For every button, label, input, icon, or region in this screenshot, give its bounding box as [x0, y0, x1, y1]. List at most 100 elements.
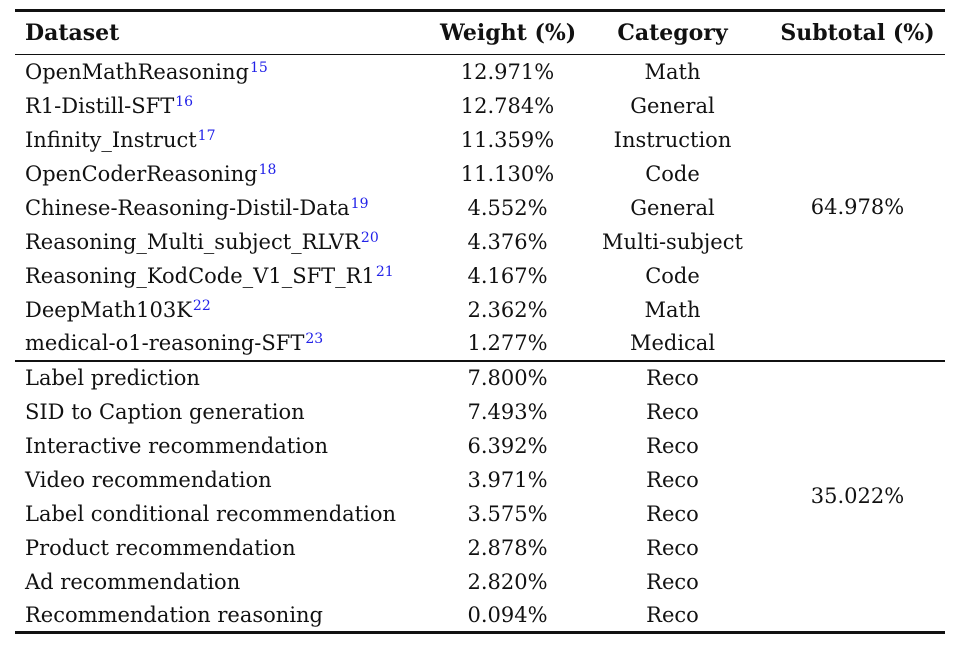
table-row: Ad recommendation 2.820% Reco — [15, 565, 945, 599]
footnote-ref-link[interactable]: 19 — [350, 195, 369, 212]
dataset-name: Label conditional recommendation — [25, 501, 396, 526]
dataset-name: Reasoning_Multi_subject_RLVR — [25, 229, 360, 254]
dataset-cell: Reasoning_KodCode_V1_SFT_R121 — [15, 259, 440, 293]
category-value: Reco — [646, 467, 699, 492]
footnote-ref-link[interactable]: 15 — [250, 59, 268, 76]
category-value: Reco — [646, 602, 699, 627]
dataset-cell: DeepMath103K22 — [15, 293, 440, 327]
dataset-cell: R1-Distill-SFT16 — [15, 89, 440, 123]
category-value: Math — [644, 297, 701, 322]
dataset-name: OpenCoderReasoning — [25, 161, 258, 186]
footnote-ref-link[interactable]: 21 — [375, 263, 394, 280]
dataset-name: SID to Caption generation — [25, 399, 305, 424]
table-row: Video recommendation 3.971% Reco — [15, 463, 945, 497]
footnote-ref-link[interactable]: 16 — [175, 93, 194, 110]
dataset-name: Recommendation reasoning — [25, 602, 323, 627]
category-value: Multi-subject — [602, 229, 743, 254]
footnote-ref-link[interactable]: 17 — [197, 127, 216, 144]
subtotal-value: 35.022% — [810, 484, 905, 509]
dataset-name: Chinese-Reasoning-Distil-Data — [25, 195, 350, 220]
dataset-cell: Label prediction — [15, 361, 440, 395]
category-value: Reco — [646, 569, 699, 594]
table-row: OpenMathReasoning15 12.971% Math 64.978% — [15, 55, 945, 220]
table-row: DeepMath103K22 2.362% Math — [15, 293, 945, 327]
dataset-cell: Label conditional recommendation — [15, 497, 440, 531]
weight-value: 6.392% — [467, 433, 548, 458]
dataset-cell: Reasoning_Multi_subject_RLVR20 — [15, 225, 440, 259]
weight-value: 12.971% — [460, 59, 555, 84]
dataset-name: R1-Distill-SFT — [25, 93, 175, 118]
table-row: R1-Distill-SFT16 12.784% General — [15, 89, 945, 123]
category-value: Reco — [646, 501, 699, 526]
dataset-cell: Chinese-Reasoning-Distil-Data19 — [15, 191, 440, 225]
dataset-name: Reasoning_KodCode_V1_SFT_R1 — [25, 263, 375, 288]
dataset-name: Label prediction — [25, 366, 200, 390]
weight-value: 4.552% — [467, 195, 548, 220]
table-row: OpenCoderReasoning18 11.130% Code — [15, 157, 945, 191]
category-value: Medical — [629, 331, 716, 355]
category-value: Math — [644, 59, 701, 84]
table-row: medical-o1-reasoning-SFT23 1.277% Medica… — [15, 327, 945, 361]
dataset-name: Ad recommendation — [25, 569, 241, 594]
column-header-category: Category — [617, 20, 728, 46]
dataset-name: Interactive recommendation — [25, 433, 329, 458]
dataset-cell: Product recommendation — [15, 531, 440, 565]
dataset-cell: SID to Caption generation — [15, 395, 440, 429]
weight-value: 4.376% — [467, 229, 548, 254]
weight-value: 11.130% — [460, 161, 555, 186]
footnote-ref-link[interactable]: 18 — [258, 161, 277, 178]
dataset-name: Video recommendation — [25, 467, 272, 492]
table-row: Reasoning_KodCode_V1_SFT_R121 4.167% Cod… — [15, 259, 945, 293]
footnote-ref-link[interactable]: 20 — [360, 229, 379, 246]
weight-value: 4.167% — [467, 263, 548, 288]
weight-value: 0.094% — [467, 602, 548, 627]
table-row: Label prediction 7.800% Reco 35.022% — [15, 361, 945, 508]
dataset-name: medical-o1-reasoning-SFT — [25, 331, 305, 355]
table-row: Recommendation reasoning 0.094% Reco — [15, 599, 945, 633]
dataset-cell: Ad recommendation — [15, 565, 440, 599]
column-header-dataset: Dataset — [25, 20, 120, 46]
category-value: Code — [645, 161, 700, 186]
header-row: Dataset Weight (%) Category Subtotal (%) — [15, 11, 945, 55]
dataset-cell: OpenCoderReasoning18 — [15, 157, 440, 191]
category-value: Reco — [646, 366, 699, 390]
category-value: Code — [645, 263, 700, 288]
dataset-name: Product recommendation — [25, 535, 296, 560]
dataset-name: Infinity_Instruct — [25, 127, 197, 152]
table-row: Chinese-Reasoning-Distil-Data19 4.552% G… — [15, 191, 945, 225]
weight-value: 2.362% — [467, 297, 548, 322]
column-header-subtotal: Subtotal (%) — [780, 20, 935, 46]
dataset-cell: Infinity_Instruct17 — [15, 123, 440, 157]
category-value: Instruction — [613, 127, 732, 152]
weight-value: 2.820% — [467, 569, 548, 594]
footnote-ref-link[interactable]: 23 — [305, 331, 324, 347]
category-value: Reco — [646, 535, 699, 560]
weight-value: 7.493% — [467, 399, 548, 424]
table-row: Infinity_Instruct17 11.359% Instruction — [15, 123, 945, 157]
category-value: General — [630, 195, 715, 220]
weight-value: 2.878% — [467, 535, 548, 560]
weight-value: 12.784% — [460, 93, 555, 118]
dataset-name: DeepMath103K — [25, 297, 192, 322]
weight-value: 1.277% — [467, 331, 548, 355]
subtotal-value: 64.978% — [810, 195, 905, 220]
table-row: SID to Caption generation 7.493% Reco — [15, 395, 945, 429]
dataset-cell: Interactive recommendation — [15, 429, 440, 463]
weight-value: 3.971% — [467, 467, 548, 492]
dataset-cell: Recommendation reasoning — [15, 599, 440, 633]
table-row: Label conditional recommendation 3.575% … — [15, 497, 945, 531]
dataset-cell: OpenMathReasoning15 — [15, 55, 440, 89]
table-row: Reasoning_Multi_subject_RLVR20 4.376% Mu… — [15, 225, 945, 259]
weight-value: 11.359% — [460, 127, 555, 152]
dataset-cell: medical-o1-reasoning-SFT23 — [15, 327, 440, 361]
category-value: Reco — [646, 433, 699, 458]
table-row: Interactive recommendation 6.392% Reco — [15, 429, 945, 463]
weight-value: 3.575% — [467, 501, 548, 526]
footnote-ref-link[interactable]: 22 — [192, 297, 211, 314]
category-value: Reco — [646, 399, 699, 424]
reasoning-datasets-group: OpenMathReasoning15 12.971% Math 64.978%… — [15, 55, 945, 361]
column-header-weight: Weight (%) — [440, 20, 577, 46]
dataset-name: OpenMathReasoning — [25, 59, 249, 84]
weight-value: 7.800% — [467, 366, 548, 390]
